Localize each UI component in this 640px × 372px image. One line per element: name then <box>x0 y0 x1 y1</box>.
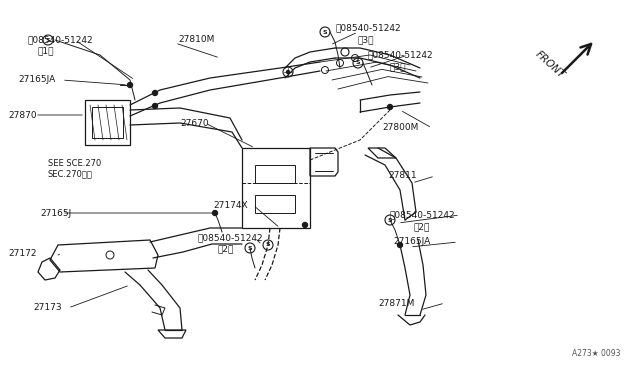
Text: FRONT: FRONT <box>534 49 566 80</box>
Text: 27165JA: 27165JA <box>18 76 55 84</box>
Text: S: S <box>323 29 327 35</box>
Text: S: S <box>45 38 51 42</box>
Text: SEC.270参照: SEC.270参照 <box>48 170 93 179</box>
Text: 27870: 27870 <box>8 110 36 119</box>
Text: Ⓝ08540-51242: Ⓝ08540-51242 <box>335 23 401 32</box>
Text: S: S <box>356 61 360 65</box>
Text: 27173: 27173 <box>33 304 61 312</box>
Text: 27174X: 27174X <box>213 201 248 209</box>
Text: （3）: （3） <box>390 62 406 71</box>
Text: Ⓝ08540-51242: Ⓝ08540-51242 <box>368 51 434 60</box>
Text: （2）: （2） <box>218 244 234 253</box>
Text: S: S <box>388 218 392 222</box>
Circle shape <box>152 90 157 96</box>
Circle shape <box>387 105 392 109</box>
Text: A273★ 0093: A273★ 0093 <box>572 349 620 358</box>
Text: Ⓝ08540-51242: Ⓝ08540-51242 <box>198 234 264 243</box>
Text: S: S <box>248 246 252 250</box>
Text: 27800M: 27800M <box>382 124 419 132</box>
Text: 27172: 27172 <box>8 248 36 257</box>
Text: （2）: （2） <box>413 222 429 231</box>
Text: Ⓝ08540-51242: Ⓝ08540-51242 <box>28 35 93 45</box>
Circle shape <box>303 222 307 228</box>
Text: 27871M: 27871M <box>378 298 414 308</box>
Circle shape <box>127 83 132 87</box>
Text: （1）: （1） <box>38 46 54 55</box>
Text: Ⓝ08540-51242: Ⓝ08540-51242 <box>390 211 456 219</box>
Text: （3）: （3） <box>357 35 374 45</box>
Circle shape <box>397 243 403 247</box>
Text: 27811: 27811 <box>388 171 417 180</box>
Circle shape <box>287 71 289 74</box>
Circle shape <box>152 103 157 109</box>
Text: S: S <box>266 243 270 247</box>
Text: 27810M: 27810M <box>178 35 214 45</box>
Text: SEE SCE.270: SEE SCE.270 <box>48 158 101 167</box>
Text: 27165J: 27165J <box>40 208 71 218</box>
Text: 27670: 27670 <box>180 119 209 128</box>
Circle shape <box>212 211 218 215</box>
Text: 27165JA: 27165JA <box>393 237 430 247</box>
